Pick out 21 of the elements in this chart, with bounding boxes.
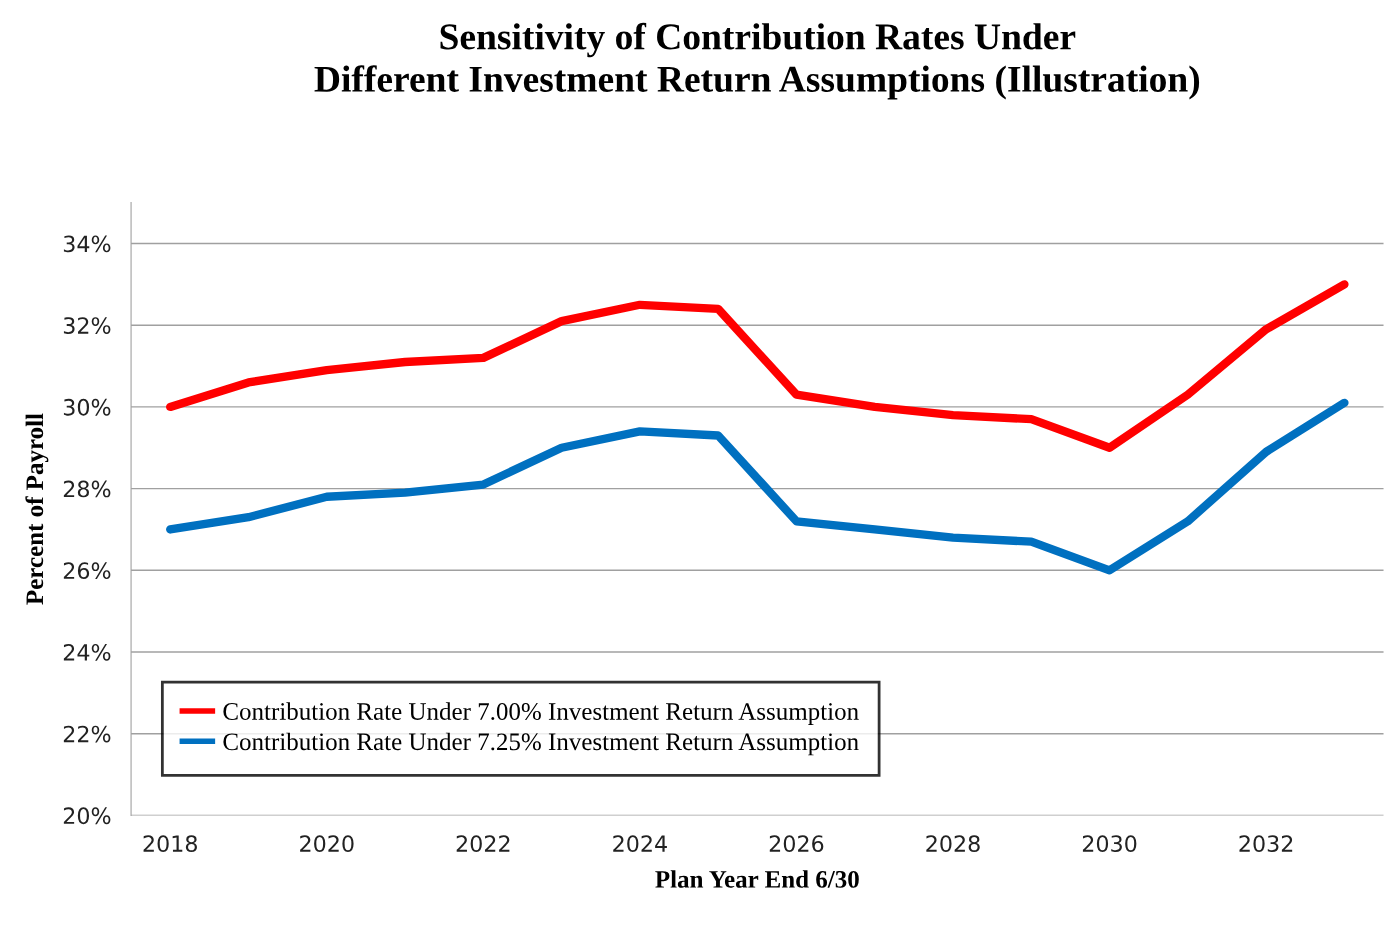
x-tick-label: 2024 — [613, 835, 667, 853]
y-tick-label: 24% — [63, 643, 111, 661]
y-tick-label: 20% — [63, 807, 111, 825]
x-tick-label: 2032 — [1239, 835, 1293, 853]
y-tick-label: 32% — [63, 317, 111, 334]
y-tick-label: 34% — [63, 235, 111, 253]
y-tick-label: 26% — [63, 562, 111, 580]
y-tick-label: 30% — [63, 398, 111, 416]
x-axis-title: Plan Year End 6/30 — [655, 870, 859, 888]
x-tick-label: 2026 — [769, 835, 824, 853]
x-tick-label: 2030 — [1082, 835, 1137, 853]
legend-label: Contribution Rate Under 7.25% Investment Return Assumption — [223, 732, 859, 756]
x-tick-label: 2028 — [926, 835, 980, 853]
x-tick-label: 2022 — [456, 835, 510, 853]
y-tick-label: 28% — [63, 480, 111, 498]
x-tick-label: 2020 — [300, 835, 354, 853]
y-axis-title: Percent of Payroll — [25, 413, 49, 605]
chart-title: Sensitivity of Contribution Rates Under Different Investment Return Assumptions (Illustration) — [314, 22, 1200, 100]
y-tick-label: 22% — [63, 725, 111, 743]
legend-label: Contribution Rate Under 7.00% Investment Return Assumption — [223, 702, 859, 725]
x-tick-label: 2018 — [143, 835, 197, 853]
